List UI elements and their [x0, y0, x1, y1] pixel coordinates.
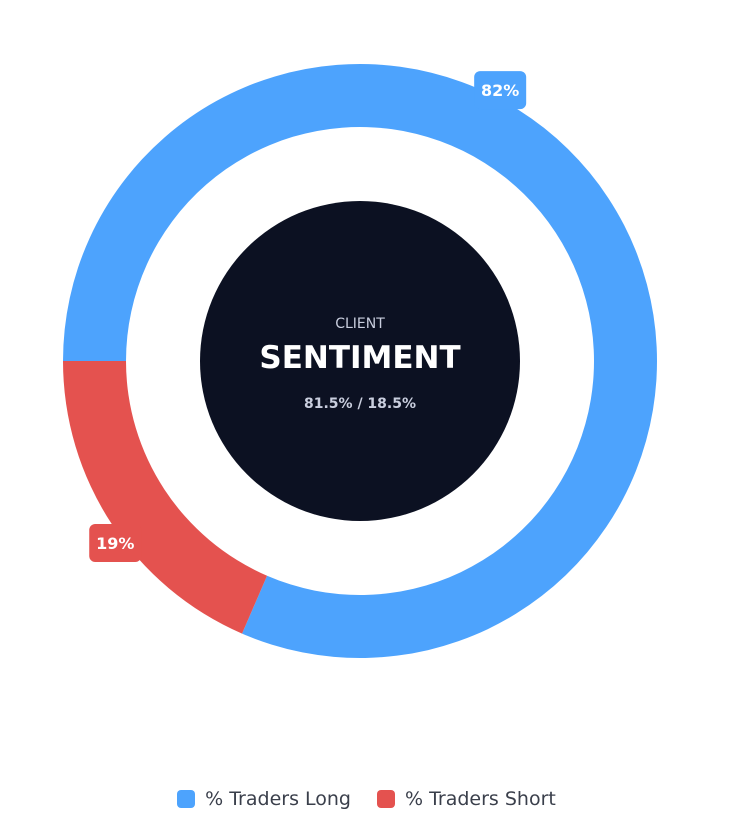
- legend-swatch-long: [177, 790, 196, 808]
- legend-item-long[interactable]: % Traders Long: [177, 788, 351, 810]
- slice-label-text: 19%: [96, 534, 134, 553]
- donut-slices: [63, 64, 657, 659]
- slice-label-text: 82%: [481, 81, 519, 100]
- donut-slice-short[interactable]: [63, 361, 268, 634]
- slice-label-long: 82%: [474, 71, 527, 110]
- slice-labels: 82% 19%: [89, 71, 527, 562]
- center-subtitle: CLIENT: [335, 316, 385, 332]
- legend-label-long: % Traders Long: [205, 788, 351, 810]
- slice-label-short: 19%: [89, 523, 142, 562]
- legend-item-short[interactable]: % Traders Short: [376, 788, 556, 810]
- center-disc: [200, 201, 520, 521]
- sentiment-donut-chart: CLIENT SENTIMENT 81.5% / 18.5% 82% 19%: [63, 64, 657, 659]
- center-detail: 81.5% / 18.5%: [304, 396, 416, 412]
- chart-legend: % Traders Long % Traders Short: [0, 788, 733, 810]
- legend-label-short: % Traders Short: [404, 788, 556, 810]
- center-title: SENTIMENT: [259, 340, 460, 376]
- legend-swatch-short: [376, 790, 395, 808]
